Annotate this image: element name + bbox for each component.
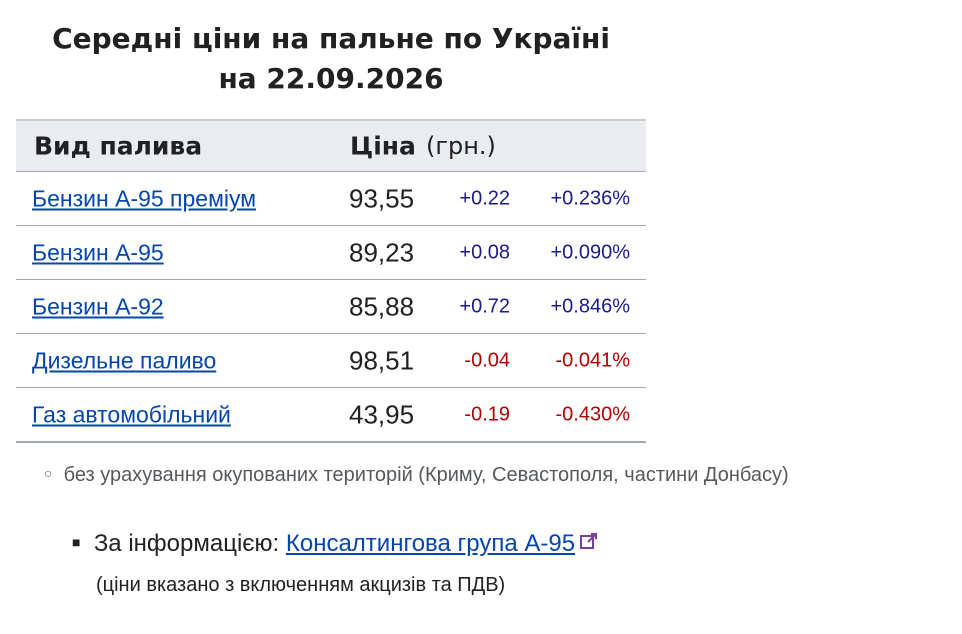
source-link[interactable]: Консалтингова група А-95 [285, 530, 576, 557]
price-table: Вид палива Ціна (грн.) Бензин А-95 премі… [16, 119, 646, 443]
title: на 22.09.2026 [218, 62, 444, 95]
price: 85,88 [349, 291, 415, 321]
table-header: Вид палива Ціна (грн.) [16, 121, 646, 172]
change-percent: +0.236% [550, 187, 630, 209]
price: 43,95 [349, 399, 415, 429]
change: -0.04 [464, 349, 510, 371]
fuel-link[interactable]: Газ автомобільний [32, 401, 231, 427]
table-row: Газ автомобільний 43,95 -0.19 -0.430% [16, 388, 646, 443]
source: ■ За інформацією: Консалтингова група А-… [72, 530, 599, 558]
column-header: Ціна [350, 131, 416, 161]
bullet: ■ [72, 534, 81, 550]
footnote-text: без урахування окупованих територій (Кри… [63, 464, 789, 486]
fuel-link[interactable]: Дизельне паливо [32, 347, 217, 373]
column-unit: (грн.) [426, 132, 496, 160]
table-row: Бензин А-92 85,88 +0.72 +0.846% [16, 280, 646, 334]
change: +0.22 [459, 187, 510, 209]
external-link-icon [580, 533, 598, 549]
fuel-link[interactable]: Бензин А-92 [32, 293, 164, 319]
table-row: Бензин А-95 89,23 +0.08 +0.090% [16, 226, 646, 280]
bullet: ○ [44, 465, 53, 481]
column-header: Вид палива [34, 131, 203, 161]
title: Середні ціни на пальне по Україні [52, 22, 610, 55]
change-percent: -0.430% [555, 403, 631, 425]
table-row: Бензин А-95 преміум 93,55 +0.22 +0.236% [16, 172, 646, 226]
change-percent: -0.041% [555, 349, 631, 371]
change-percent: +0.090% [550, 241, 630, 263]
price: 89,23 [349, 237, 415, 267]
change: -0.19 [464, 403, 510, 425]
change: +0.08 [459, 241, 510, 263]
change: +0.72 [459, 295, 510, 317]
price: 98,51 [349, 345, 415, 375]
source-prefix: За інформацією: [93, 530, 280, 557]
fuel-link[interactable]: Бензин А-95 [32, 239, 164, 265]
change-percent: +0.846% [550, 295, 630, 317]
footnote: ○ без урахування окупованих територій (К… [44, 464, 789, 487]
fuel-link[interactable]: Бензин А-95 преміум [32, 185, 257, 211]
table-row: Дизельне паливо 98,51 -0.04 -0.041% [16, 334, 646, 388]
source-note: (ціни вказано з включенням акцизів та ПД… [96, 574, 506, 596]
price: 93,55 [349, 183, 415, 213]
